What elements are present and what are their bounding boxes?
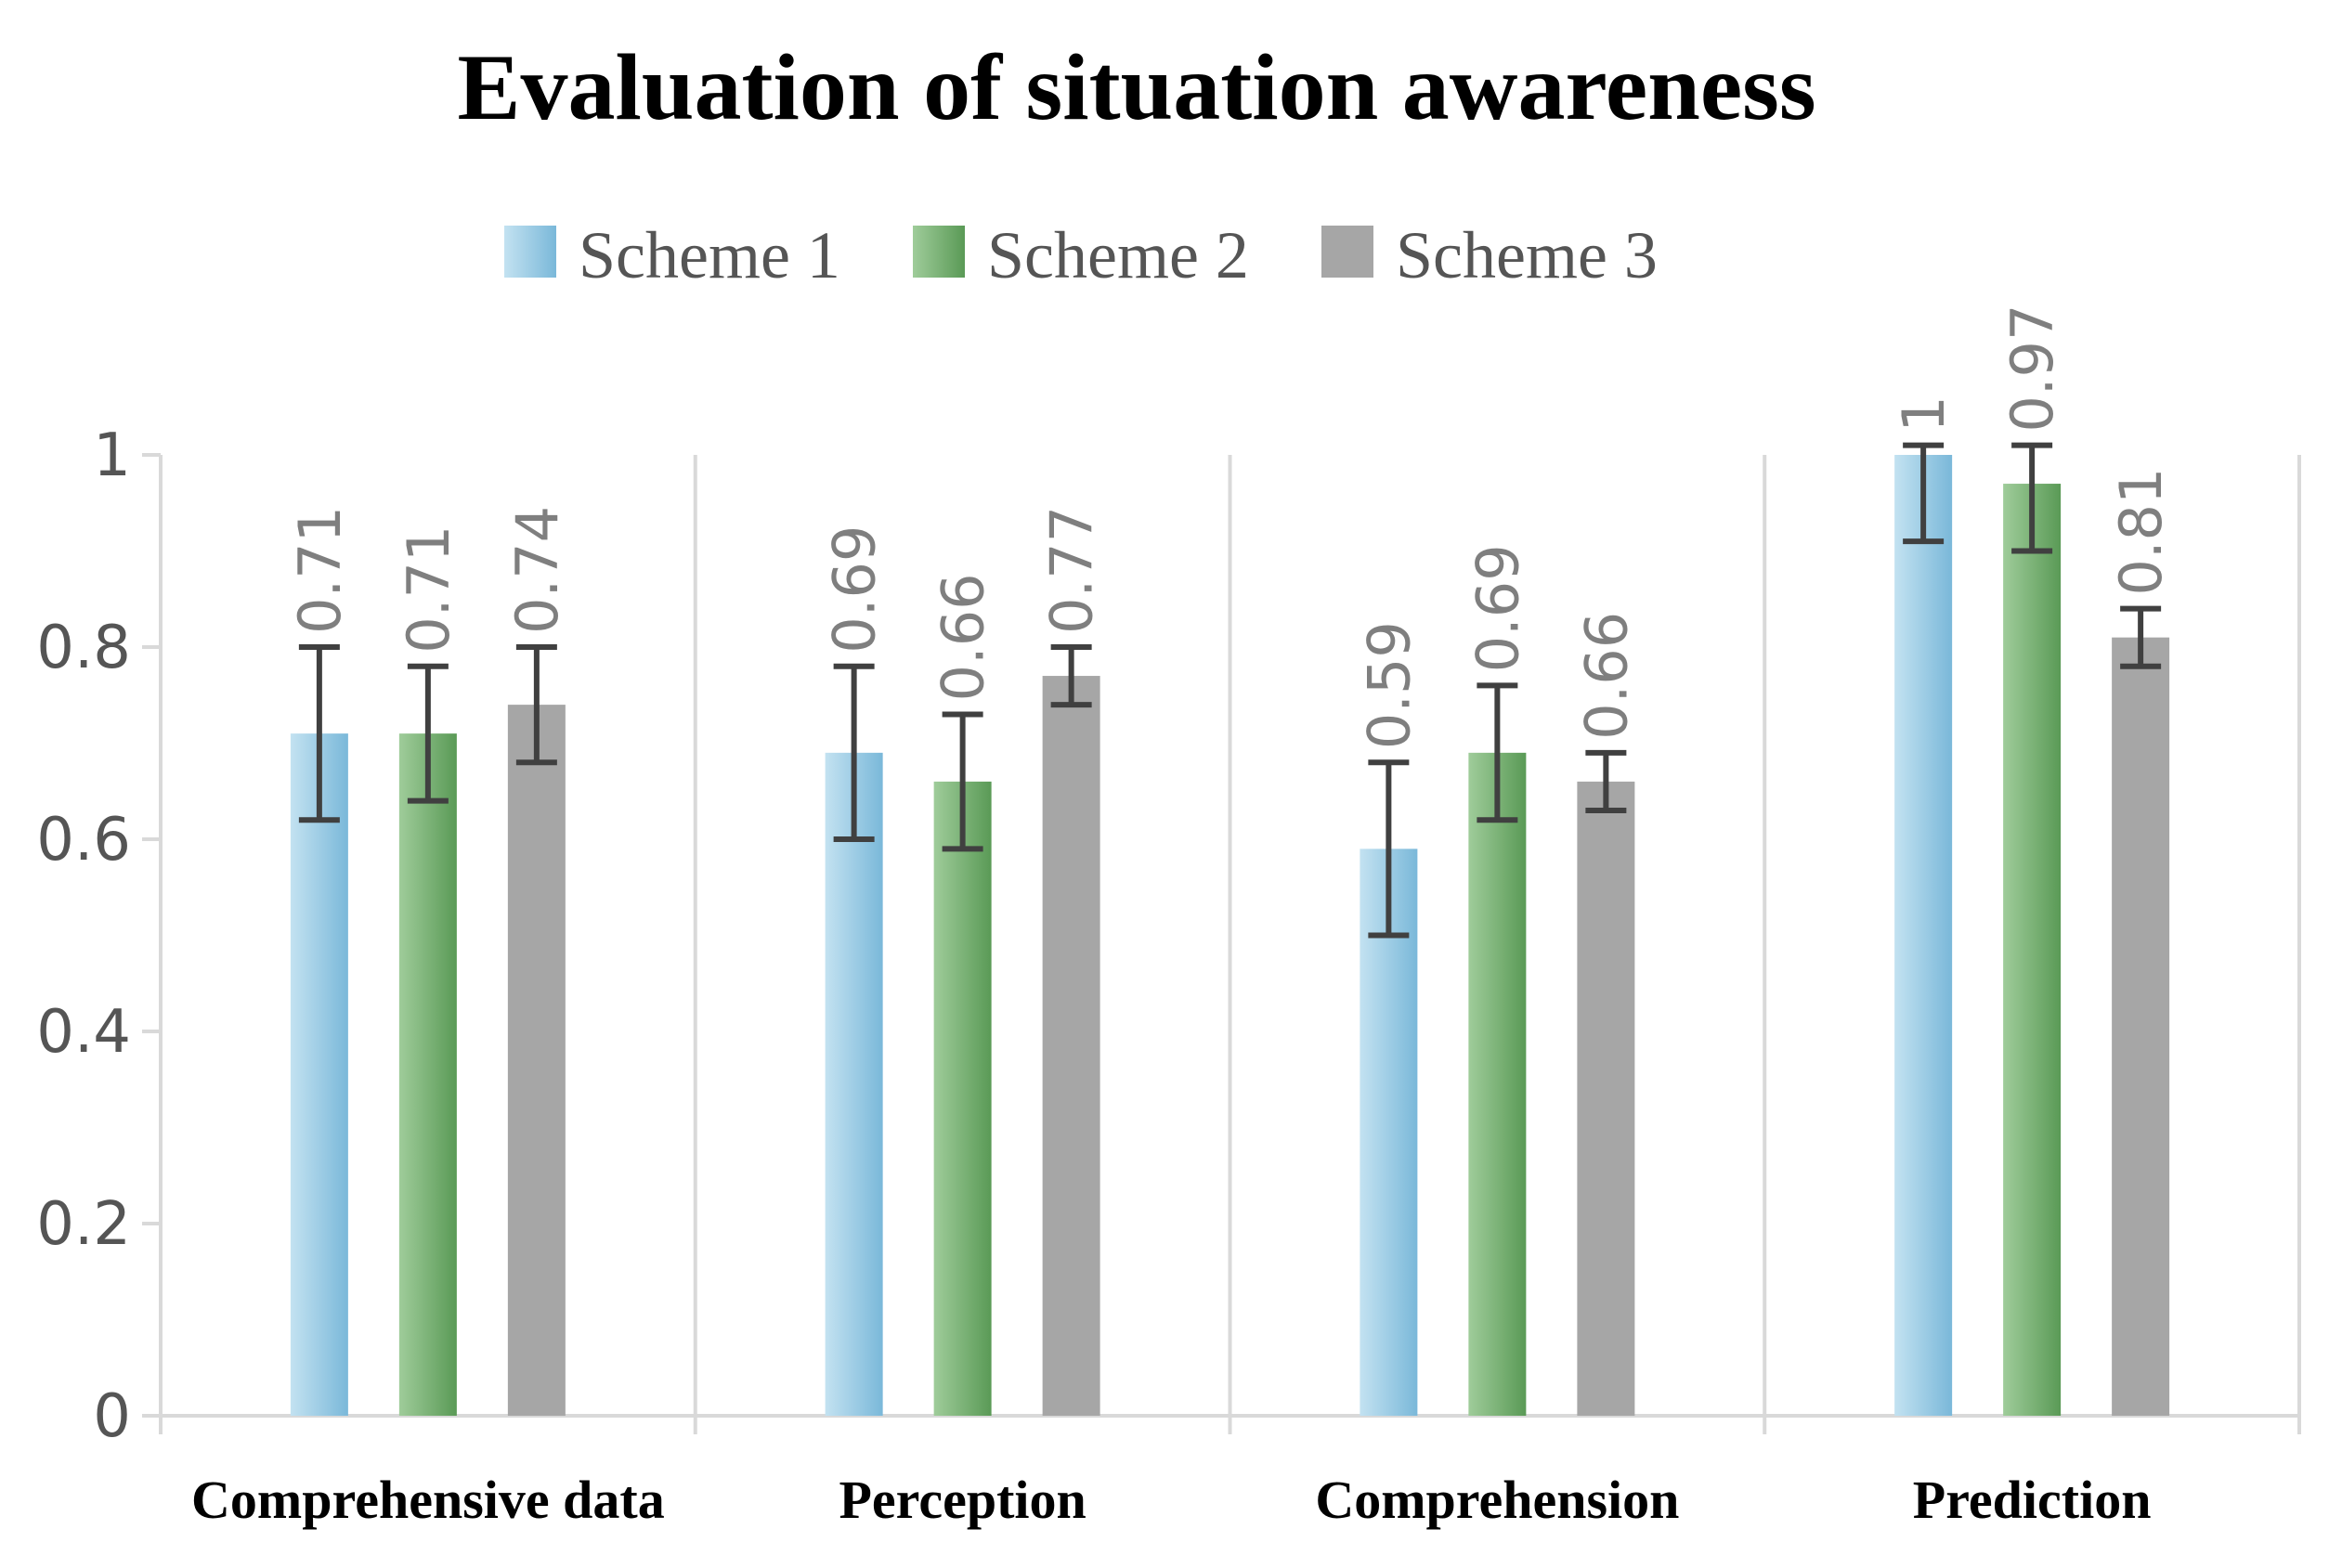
- data-label: 0.71: [286, 506, 354, 634]
- x-category-label: Comprehension: [1315, 1470, 1679, 1530]
- y-tick-label: 0.6: [36, 806, 131, 875]
- y-tick-label: 0.2: [36, 1190, 131, 1259]
- error-bar: [407, 663, 449, 804]
- data-label: 0.81: [2107, 468, 2175, 596]
- bar-scheme-3: [1042, 676, 1100, 1416]
- bar-scheme-1: [1894, 455, 1953, 1416]
- data-label: 0.71: [395, 525, 462, 654]
- data-label: 0.66: [930, 573, 997, 701]
- legend-label: Scheme 1: [579, 218, 840, 292]
- data-label: 0.59: [1355, 621, 1423, 749]
- y-tick-label: 0.4: [36, 998, 131, 1067]
- y-axis: 0 0.2 0.4 0.6 0.8 1: [36, 421, 161, 1451]
- legend-swatch: [1321, 226, 1373, 278]
- x-category-label: Comprehensive data: [191, 1470, 665, 1530]
- data-label: 0.66: [1572, 612, 1640, 740]
- error-bar: [1477, 682, 1518, 823]
- bar-scheme-1: [1360, 849, 1418, 1416]
- legend-item: Scheme 1: [504, 218, 840, 292]
- data-label: 0.69: [821, 525, 889, 654]
- bar-scheme-1: [290, 733, 348, 1416]
- y-tick-label: 1: [93, 421, 131, 490]
- bar-scheme-3: [2112, 637, 2170, 1416]
- bar-scheme-3: [1577, 781, 1635, 1416]
- legend-label: Scheme 2: [987, 218, 1249, 292]
- x-axis: Comprehensive data Perception Comprehensio…: [191, 1470, 2151, 1530]
- data-label: 0.97: [1998, 305, 2066, 433]
- legend-item: Scheme 2: [913, 218, 1249, 292]
- error-bar: [2120, 605, 2162, 669]
- bar-scheme-2: [933, 781, 992, 1416]
- bar-scheme-2: [2003, 484, 2062, 1416]
- y-tick-label: 0: [93, 1382, 131, 1451]
- error-bar: [942, 711, 983, 852]
- bar-scheme-3: [507, 705, 566, 1416]
- error-bar: [1368, 759, 1410, 939]
- error-bar: [515, 644, 557, 766]
- chart-title: Evaluation of situation awareness: [457, 35, 1815, 140]
- x-category-label: Perception: [839, 1470, 1086, 1530]
- y-tick-label: 0.8: [36, 614, 131, 682]
- error-bar: [1585, 749, 1627, 813]
- legend-swatch: [504, 226, 556, 278]
- bar-scheme-1: [825, 752, 883, 1416]
- legend: Scheme 1 Scheme 2 Scheme 3: [504, 218, 1658, 292]
- data-label: 0.69: [1464, 544, 1531, 672]
- data-label: 0.77: [1038, 506, 1106, 634]
- error-bar: [298, 644, 340, 823]
- error-bar: [1050, 644, 1092, 708]
- data-label: 0.74: [503, 506, 571, 634]
- plot-area: 0.71 0.71 0.74 0.69 0.66 0.77 0.59 0.69 0.66 1 0.9…: [159, 305, 2301, 1434]
- x-category-label: Prediction: [1913, 1470, 2152, 1530]
- error-bar: [833, 663, 875, 842]
- error-bar: [1903, 442, 1945, 545]
- data-label: 1: [1890, 395, 1958, 432]
- bar-scheme-2: [398, 733, 457, 1416]
- legend-swatch: [913, 226, 965, 278]
- legend-item: Scheme 3: [1321, 218, 1658, 292]
- error-bar: [2011, 442, 2053, 554]
- legend-label: Scheme 3: [1396, 218, 1658, 292]
- bar-scheme-2: [1468, 752, 1527, 1416]
